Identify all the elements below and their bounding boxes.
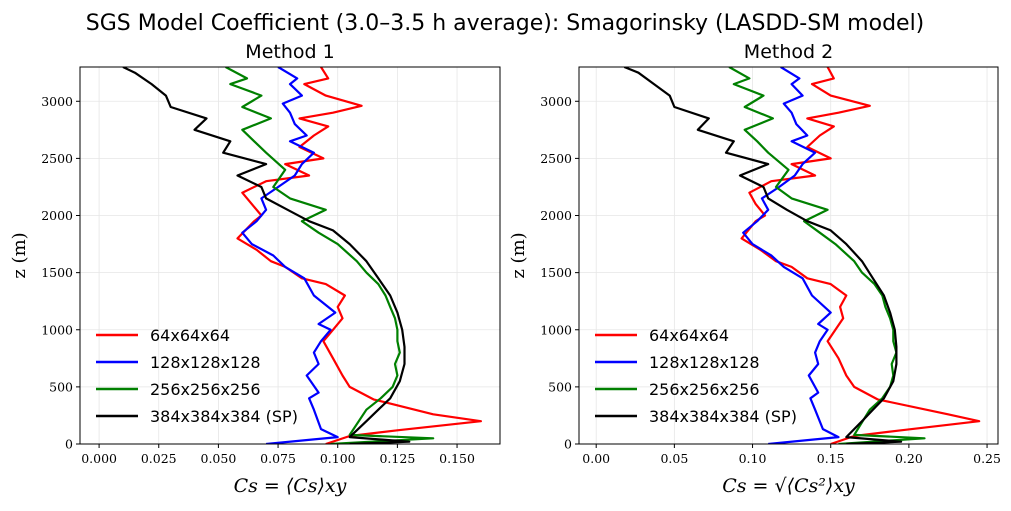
plot-frame — [578, 66, 999, 445]
x-tick-label: 0.000 — [81, 451, 117, 466]
chart-method-1: 0.000 0.025 0.050 0.075 0.100 0.125 0.150 0 500 1… — [9, 41, 501, 497]
legend-label: 256x256x256 — [649, 380, 760, 399]
x-tick-label: 0.05 — [660, 451, 688, 466]
x-tick-label: 0.050 — [201, 451, 237, 466]
legend-label: 64x64x64 — [649, 326, 729, 345]
x-tick-label: 0.125 — [379, 451, 415, 466]
x-axis-label: Cs = ⟨Cs⟩xy — [234, 475, 347, 497]
x-tick-label: 0.100 — [320, 451, 356, 466]
chart-method-2: 0.00 0.05 0.10 0.15 0.20 0.25 0 500 1000 1500 2000… — [508, 41, 1001, 497]
y-tick-label: 2000 — [41, 208, 73, 223]
y-tick-label: 2500 — [41, 151, 73, 166]
x-tick-label: 0.150 — [439, 451, 475, 466]
y-tick-label: 500 — [49, 379, 73, 394]
x-tick-label: 0.075 — [260, 451, 296, 466]
legend-label: 64x64x64 — [150, 326, 230, 345]
x-axis-label: Cs = √⟨Cs²⟩xy — [722, 475, 855, 497]
chart-title: Method 1 — [245, 41, 334, 63]
legend-label: 256x256x256 — [150, 380, 261, 399]
y-axis-label: z (m) — [9, 232, 30, 278]
y-tick-label: 3000 — [41, 94, 73, 109]
figure-suptitle: SGS Model Coefficient (3.0–3.5 h average… — [86, 11, 925, 36]
x-tick-label: 0.20 — [895, 451, 923, 466]
series-line-1 — [742, 67, 840, 444]
x-tick-label: 0.00 — [582, 451, 610, 466]
x-tick-label: 0.025 — [141, 451, 177, 466]
series-line-0 — [740, 67, 981, 444]
x-tick-label: 0.15 — [817, 451, 845, 466]
y-tick-label: 1500 — [540, 265, 572, 280]
x-tick-label: 0.10 — [739, 451, 767, 466]
y-tick-label: 2500 — [540, 151, 572, 166]
y-tick-label: 2000 — [540, 208, 572, 223]
y-tick-label: 500 — [548, 379, 572, 394]
legend-label: 384x384x384 (SP) — [649, 407, 797, 426]
legend-label: 128x128x128 — [150, 353, 261, 372]
series-line-0 — [236, 67, 482, 444]
series-line-1 — [241, 67, 339, 444]
series-line-3 — [623, 67, 903, 444]
y-tick-label: 0 — [564, 437, 572, 452]
y-tick-label: 3000 — [540, 94, 572, 109]
series-line-3 — [122, 67, 411, 444]
y-tick-label: 1500 — [41, 265, 73, 280]
y-tick-label: 0 — [65, 437, 73, 452]
chart-title: Method 2 — [744, 41, 833, 63]
y-axis-label: z (m) — [508, 232, 529, 278]
plot-frame — [79, 66, 501, 445]
y-tick-label: 1000 — [41, 322, 73, 337]
x-tick-label: 0.25 — [973, 451, 1001, 466]
series-line-2 — [225, 67, 435, 444]
y-tick-label: 1000 — [540, 322, 572, 337]
legend-label: 128x128x128 — [649, 353, 760, 372]
legend-label: 384x384x384 (SP) — [150, 407, 298, 426]
